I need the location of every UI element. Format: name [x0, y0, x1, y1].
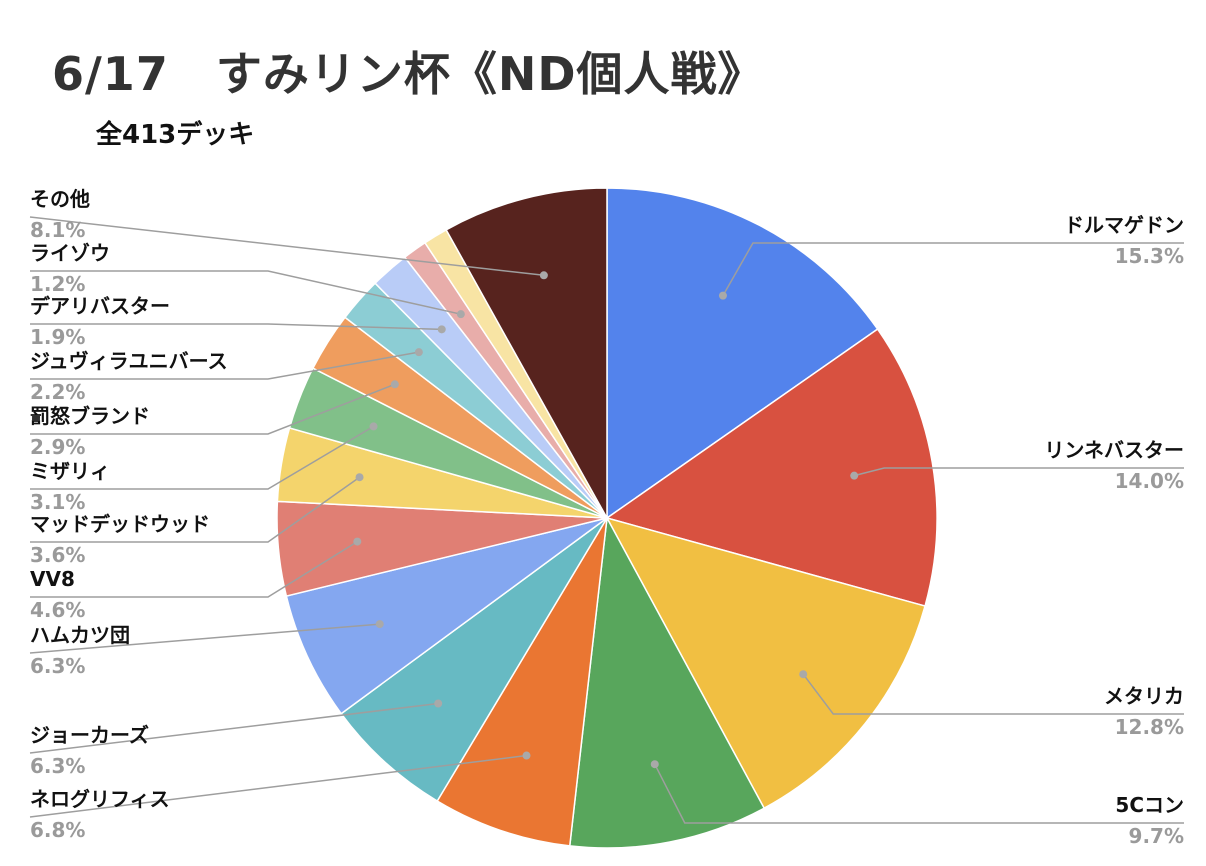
pie-slice-5: [436, 517, 608, 847]
slice-percent-7: 6.3%: [30, 654, 85, 678]
leader-line-4: [654, 763, 1184, 824]
leader-dot-3: [799, 670, 808, 679]
slice-label-14: ライゾウ: [30, 241, 110, 265]
slice-label-8: VV8: [30, 567, 75, 591]
leader-line-15: [29, 216, 544, 277]
leader-dot-4: [650, 760, 659, 769]
leader-dot-1: [718, 291, 727, 300]
leader-line-1: [722, 242, 1184, 296]
slice-percent-11: 2.9%: [30, 435, 85, 459]
slice-percent-2: 14.0%: [1115, 469, 1184, 493]
leader-dot-8: [353, 537, 362, 546]
slice-percent-14: 1.2%: [30, 272, 85, 296]
leader-dot-11: [390, 380, 399, 389]
slice-label-10: ミザリィ: [30, 459, 110, 483]
leader-line-13: [30, 323, 442, 331]
slice-percent-15: 8.1%: [30, 218, 85, 242]
slice-label-1: ドルマゲドン: [1064, 213, 1184, 237]
slice-percent-10: 3.1%: [30, 490, 85, 514]
leader-dot-5: [522, 751, 531, 760]
slice-percent-12: 2.2%: [30, 380, 85, 404]
pie-slice-3: [605, 516, 926, 810]
leader-dot-10: [369, 422, 378, 431]
slice-percent-8: 4.6%: [30, 598, 85, 622]
leader-line-9: [30, 476, 360, 543]
pie-slice-2: [605, 328, 938, 608]
leader-dot-2: [850, 471, 859, 480]
slice-percent-6: 6.3%: [30, 754, 85, 778]
leader-line-14: [30, 270, 462, 315]
leader-dot-12: [414, 348, 423, 357]
pie-slices: [276, 187, 938, 849]
leader-dot-7: [375, 620, 384, 629]
slice-label-7: ハムカツ団: [30, 623, 130, 647]
pie-slice-1: [606, 187, 879, 520]
slice-label-2: リンネバスター: [1044, 438, 1184, 462]
leader-line-3: [802, 673, 1184, 715]
slice-percent-3: 12.8%: [1115, 715, 1184, 739]
slice-percent-9: 3.6%: [30, 543, 85, 567]
leader-dot-9: [355, 473, 364, 482]
leader-line-10: [30, 425, 374, 490]
slice-labels: ドルマゲドン 15.3% リンネバスター 14.0% メタリカ 12.8% 5Cコン 9.7%…: [29, 187, 1184, 848]
pie-slice-7: [285, 517, 608, 715]
leader-line-8: [30, 540, 358, 598]
leader-dot-13: [437, 325, 446, 334]
slice-percent-13: 1.9%: [30, 325, 85, 349]
leader-line-12: [30, 351, 420, 380]
slice-label-13: デアリバスター: [30, 294, 170, 318]
pie-slice-4: [568, 515, 766, 849]
slice-label-6: ジョーカーズ: [30, 723, 149, 747]
leader-line-2: [854, 467, 1184, 477]
slice-label-12: ジュヴィラユニバース: [30, 349, 228, 373]
slice-label-11: 罰怒ブランド: [30, 404, 150, 428]
chart-subtitle: 全413デッキ: [96, 120, 255, 150]
leader-dot-6: [434, 699, 443, 708]
leader-dot-14: [456, 310, 465, 319]
slice-percent-5: 6.8%: [30, 818, 85, 842]
pie-slice-15: [445, 187, 608, 521]
slice-label-4: 5Cコン: [1115, 793, 1184, 817]
leader-line-7: [29, 623, 380, 654]
leader-dot-15: [539, 271, 548, 280]
slice-percent-1: 15.3%: [1115, 244, 1184, 268]
slice-label-9: マッドデッドウッド: [30, 512, 210, 536]
slice-percent-4: 9.7%: [1129, 824, 1184, 848]
leader-line-11: [30, 383, 396, 435]
slice-label-3: メタリカ: [1104, 684, 1184, 708]
leader-line-6: [29, 702, 439, 754]
slice-label-5: ネログリフィス: [30, 787, 170, 811]
leader-line-5: [29, 754, 527, 818]
slice-label-15: その他: [30, 187, 90, 211]
chart-title: 6/17 すみリン杯《ND個人戦》: [52, 47, 765, 101]
